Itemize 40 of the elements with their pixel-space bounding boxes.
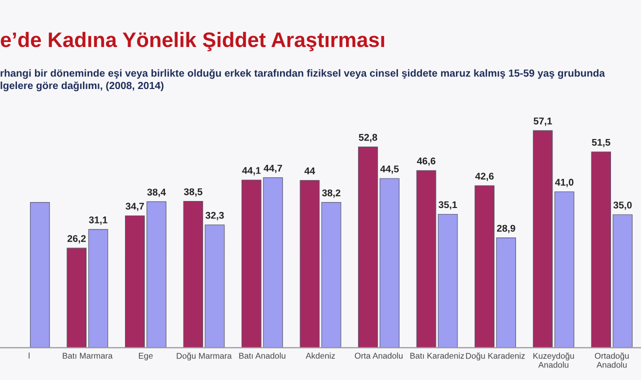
x-tick-label: Doğu Marmara xyxy=(176,352,232,360)
x-tick-label: Akdeniz xyxy=(306,352,335,359)
data-label: 38,2 xyxy=(322,189,340,198)
x-tick-label: Ege xyxy=(138,352,153,360)
data-label: 44,1 xyxy=(242,167,261,176)
data-label: 44,7 xyxy=(264,164,282,174)
bar xyxy=(300,180,320,348)
x-tick-label: Batı Marmara xyxy=(62,352,113,359)
chart-title: e’de Kadına Yönelik Şiddet Araştırması xyxy=(0,32,384,52)
data-label: 32,3 xyxy=(206,212,224,220)
bar xyxy=(416,170,436,348)
x-tick-label: Orta Anadolu xyxy=(354,352,403,359)
bar xyxy=(204,224,225,348)
data-label: 52,8 xyxy=(358,134,378,142)
x-tick-label: Ortadoğu Anadolu xyxy=(594,352,629,368)
bar xyxy=(183,201,204,348)
bar xyxy=(321,202,342,348)
data-label: 46,6 xyxy=(416,158,436,166)
data-label: 34,7 xyxy=(126,202,144,212)
data-label: 41,0 xyxy=(555,178,574,188)
bar xyxy=(30,202,50,348)
x-tick-label: Kuzeydoğu Anadolu xyxy=(533,352,574,368)
data-label: 35,1 xyxy=(438,201,458,210)
x-tick-label: l xyxy=(28,352,30,359)
x-tick-label: Doğu Karadeniz xyxy=(466,352,525,360)
data-label: 28,9 xyxy=(496,224,516,234)
data-label: 35,0 xyxy=(613,202,632,210)
data-label: 42,6 xyxy=(475,172,494,182)
x-tick-label: Batı Karadeniz xyxy=(410,352,464,359)
data-label: 57,1 xyxy=(534,118,552,126)
chart-subtitle: rhangi bir döneminde eşi veya birlikte olduğu erkek tarafından fiziksel veya cinsel şiddete maruz kalmış 15-59 yaş grubunda lgelere göre dağılımı, (2008, 2014) xyxy=(0,69,605,92)
x-tick-label: Batı Anadolu xyxy=(239,352,286,359)
data-label: 38,4 xyxy=(147,188,166,197)
data-label: 26,2 xyxy=(68,235,86,244)
data-label: 38,5 xyxy=(184,188,202,197)
data-label: 51,5 xyxy=(592,138,610,148)
bar xyxy=(438,214,458,348)
data-label: 31,1 xyxy=(88,216,108,225)
data-label: 44 xyxy=(304,168,316,174)
data-label: 44,5 xyxy=(380,166,399,174)
